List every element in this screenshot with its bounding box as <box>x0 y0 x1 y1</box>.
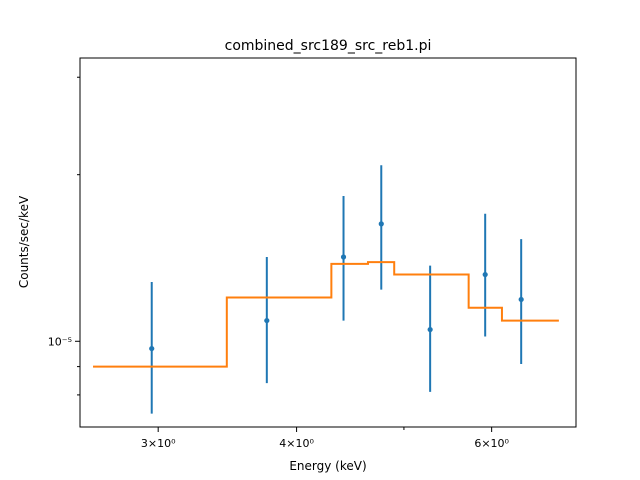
x-axis-label: Energy (keV) <box>289 459 366 473</box>
data-point <box>340 254 347 260</box>
data-point <box>518 296 524 303</box>
data-point <box>482 271 488 278</box>
y-axis-label: Counts/sec/keV <box>17 195 31 288</box>
data-point <box>378 221 384 227</box>
plot-frame <box>79 57 577 428</box>
chart-title: combined_src189_src_reb1.pi <box>225 38 432 54</box>
plot-area <box>93 165 559 414</box>
data-point <box>149 345 155 352</box>
x-tick-label: 3×10⁰ <box>141 437 176 450</box>
x-tick-label: 6×10⁰ <box>474 437 509 450</box>
axis-ticks: 3×10⁰ 4×10⁰ 6×10⁰ 10⁻⁵ <box>48 76 510 450</box>
y-tick-label: 10⁻⁵ <box>48 335 72 348</box>
x-tick-label: 4×10⁰ <box>279 437 314 450</box>
model-step-line <box>93 261 559 368</box>
data-point <box>264 317 270 324</box>
data-point <box>427 326 433 333</box>
